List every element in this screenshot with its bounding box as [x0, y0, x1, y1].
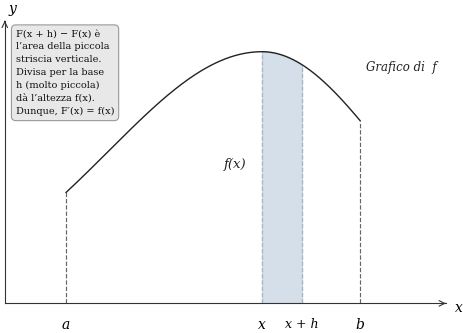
- Text: x + h: x + h: [285, 318, 318, 331]
- Text: a: a: [62, 318, 70, 332]
- Text: x: x: [257, 318, 265, 332]
- Text: f(x): f(x): [224, 159, 246, 171]
- Text: x: x: [454, 301, 462, 315]
- Text: F(x + h) − F(x) è
l’area della piccola
striscia verticale.
Divisa per la base
h : F(x + h) − F(x) è l’area della piccola s…: [16, 29, 114, 116]
- Text: b: b: [355, 318, 364, 332]
- Text: y: y: [8, 2, 16, 16]
- Text: Grafico di  f: Grafico di f: [365, 61, 436, 74]
